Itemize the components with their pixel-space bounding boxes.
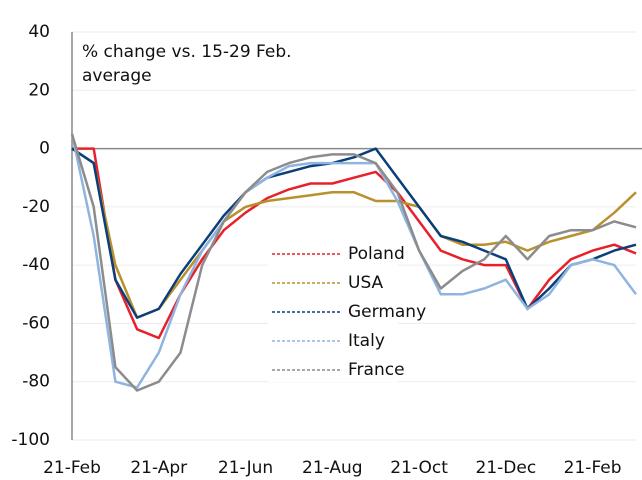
annotation: average	[82, 66, 152, 86]
x-tick-label: 21-Apr	[130, 458, 187, 478]
legend-label: Poland	[348, 244, 405, 264]
x-tick-label: 21-Feb	[564, 458, 622, 478]
y-tick-label: 20	[28, 80, 50, 100]
x-tick-label: 21-Jun	[218, 458, 273, 478]
x-tick-label: 21-Feb	[43, 458, 101, 478]
x-tick-label: 21-Dec	[476, 458, 537, 478]
x-tick-label: 21-Oct	[390, 458, 448, 478]
x-tick-label: 21-Aug	[302, 458, 363, 478]
series-line	[72, 147, 637, 340]
y-tick-label: -80	[22, 372, 50, 392]
y-tick-label: 40	[28, 22, 50, 42]
y-tick-label: -100	[11, 430, 50, 450]
annotation: % change vs. 15-29 Feb.	[82, 42, 292, 62]
legend-label: Germany	[348, 302, 426, 322]
legend-label: France	[348, 360, 405, 380]
series-line	[70, 133, 638, 389]
series-line	[71, 147, 637, 319]
y-tick-label: 0	[39, 139, 50, 159]
legend-label: Italy	[348, 331, 385, 351]
y-tick-label: -40	[22, 255, 50, 275]
y-tick-label: -60	[22, 313, 50, 333]
y-tick-label: -20	[22, 197, 50, 217]
legend-label: USA	[348, 273, 384, 293]
series-line	[70, 133, 637, 392]
